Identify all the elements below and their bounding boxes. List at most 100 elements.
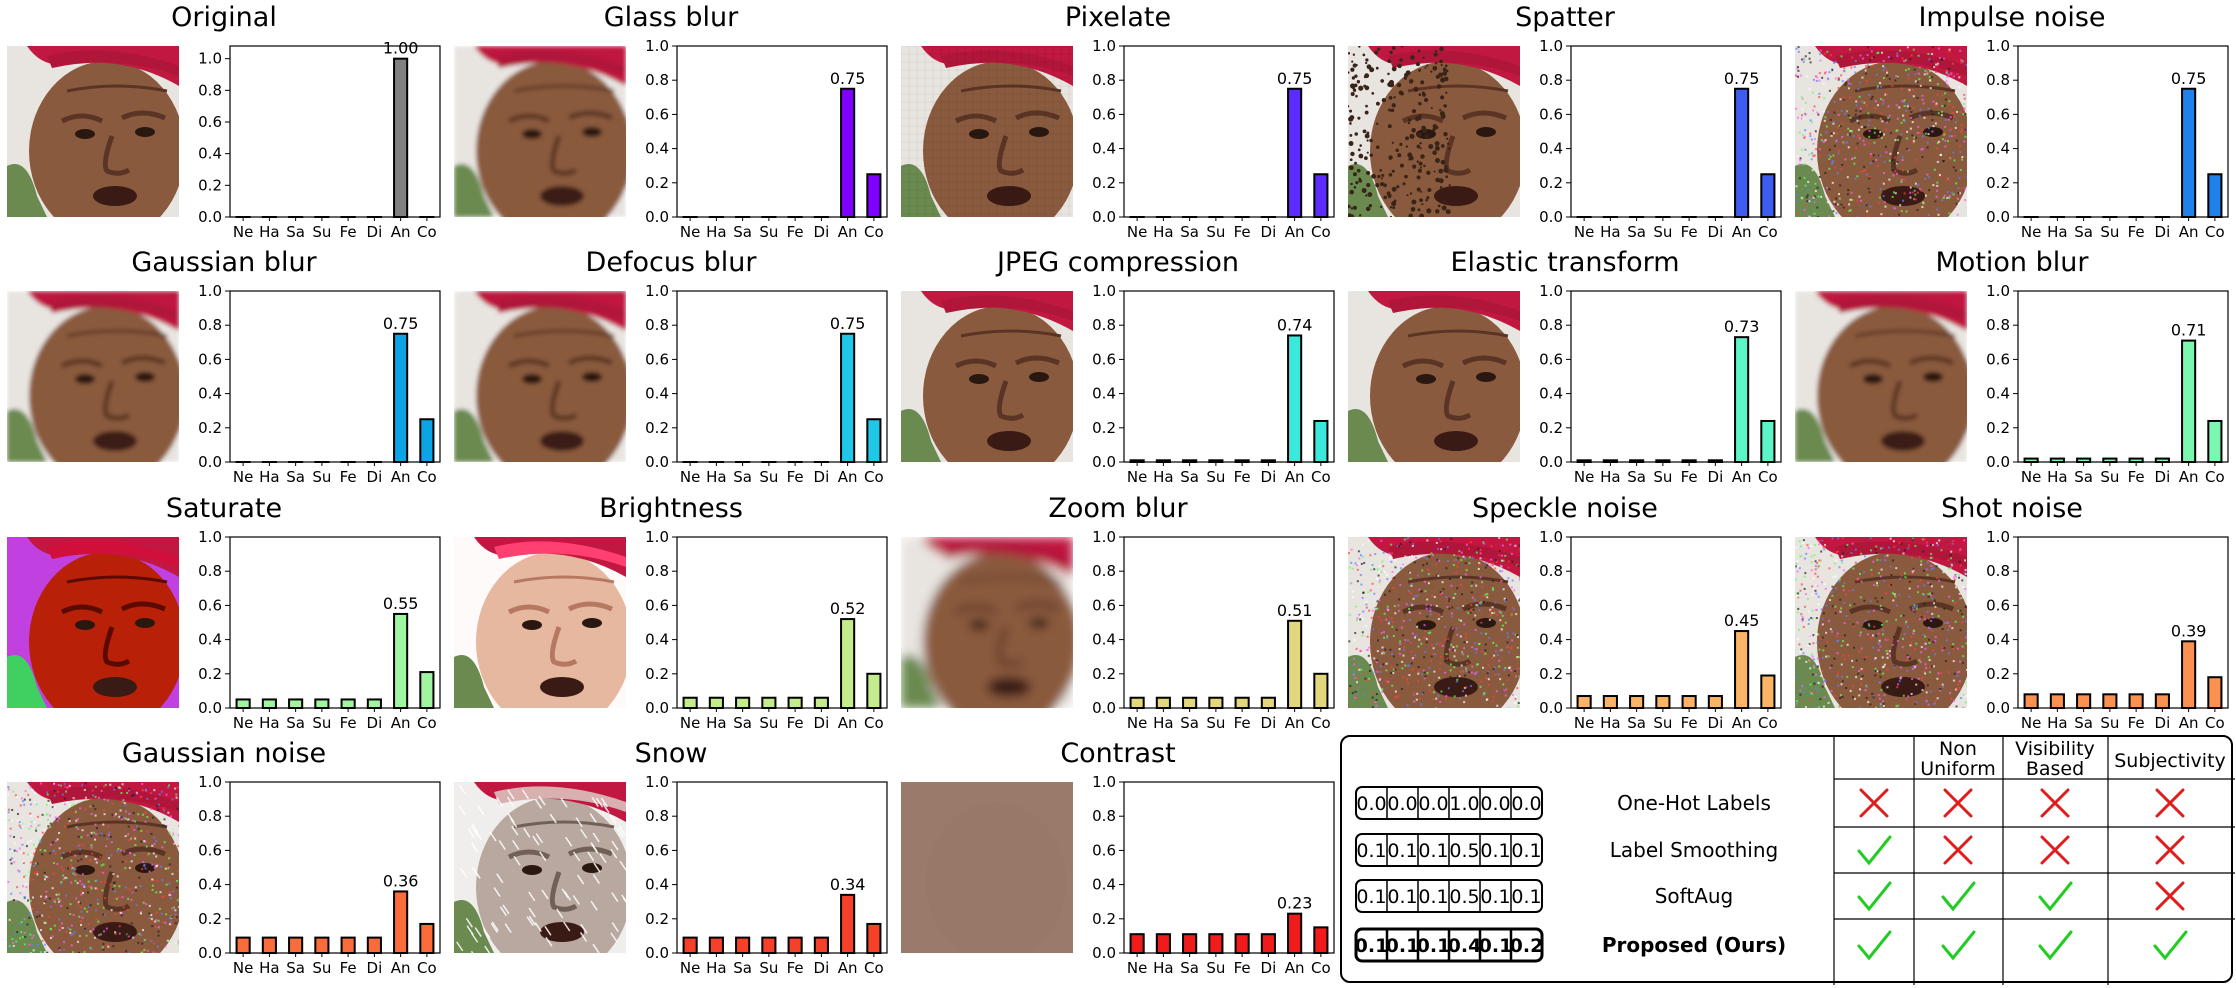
x-tick-label: Di	[2155, 223, 2171, 241]
data-label: 0.34	[830, 875, 866, 894]
bar-su	[1209, 934, 1222, 953]
x-tick-label: Ha	[259, 959, 279, 977]
vector-value: 0.1	[1511, 840, 1541, 862]
y-tick-label: 1.0	[198, 282, 222, 300]
y-tick-label: 1.0	[1092, 528, 1116, 546]
vector-value: 0.1	[1479, 935, 1513, 957]
bar-an	[841, 619, 854, 708]
data-label: 0.52	[830, 599, 866, 618]
check-icon	[2040, 932, 2071, 958]
bar-an	[1735, 337, 1748, 462]
y-tick-label: 1.0	[1539, 282, 1563, 300]
x-tick-label: Su	[2100, 468, 2119, 486]
axes-frame	[1124, 782, 1334, 953]
data-label: 0.51	[1277, 601, 1313, 620]
x-tick-label: Di	[814, 714, 830, 732]
vector-value: 0.0	[1387, 793, 1417, 815]
face-thumbnail	[454, 46, 626, 217]
y-tick-label: 0.6	[1092, 596, 1116, 614]
x-tick-label: Co	[1311, 223, 1331, 241]
vector-value: 0.1	[1418, 840, 1448, 862]
y-tick-label: 0.4	[645, 631, 669, 649]
data-label: 0.75	[1277, 69, 1313, 88]
bar-ne	[237, 699, 250, 708]
data-label: 0.74	[1277, 315, 1313, 334]
bar-an	[1735, 89, 1748, 217]
face-thumbnail	[901, 782, 1073, 953]
x-tick-label: Fe	[787, 468, 804, 486]
x-tick-label: An	[838, 959, 858, 977]
x-tick-label: Sa	[1627, 714, 1646, 732]
y-tick-label: 0.8	[198, 81, 222, 99]
x-tick-label: Ne	[233, 959, 253, 977]
data-label: 0.36	[383, 871, 419, 890]
x-tick-label: Ha	[1600, 468, 1620, 486]
bar-an	[394, 334, 407, 462]
x-tick-label: Su	[2100, 223, 2119, 241]
y-tick-label: 0.4	[645, 140, 669, 158]
x-tick-label: Su	[312, 223, 331, 241]
y-tick-label: 0.8	[1986, 316, 2010, 334]
x-tick-label: Ne	[233, 468, 253, 486]
data-label: 0.75	[1724, 69, 1760, 88]
y-tick-label: 1.0	[645, 37, 669, 55]
face-thumbnail	[7, 537, 179, 708]
x-tick-label: Ha	[259, 223, 279, 241]
x-tick-label: Fe	[1681, 223, 1698, 241]
face-image	[1348, 291, 1520, 462]
face-thumbnail	[1795, 537, 1967, 708]
vector-value: 0.0	[1356, 793, 1386, 815]
bar-ha	[710, 938, 723, 953]
x-tick-label: Di	[367, 959, 383, 977]
y-tick-label: 0.2	[1092, 665, 1116, 683]
y-tick-label: 0.0	[1986, 699, 2010, 717]
bar-co	[1314, 421, 1327, 462]
x-tick-label: Ne	[1574, 223, 1594, 241]
x-tick-label: An	[2179, 223, 2199, 241]
y-tick-label: 0.6	[1986, 350, 2010, 368]
y-tick-label: 0.4	[1539, 385, 1563, 403]
bar-sa	[736, 938, 749, 953]
y-tick-label: 0.4	[198, 385, 222, 403]
x-tick-label: Su	[312, 468, 331, 486]
y-tick-label: 0.2	[198, 910, 222, 928]
face-thumbnail	[901, 46, 1073, 217]
x-tick-label: Di	[2155, 468, 2171, 486]
bar-co	[420, 419, 433, 462]
y-tick-label: 0.8	[1092, 807, 1116, 825]
axes-frame	[677, 782, 887, 953]
bar-co	[420, 672, 433, 708]
x-tick-label: Su	[759, 959, 778, 977]
bar-sa	[289, 699, 302, 708]
face-image	[1795, 291, 1967, 462]
x-tick-label: An	[2179, 468, 2199, 486]
x-tick-label: Di	[367, 714, 383, 732]
y-tick-label: 0.4	[1986, 140, 2010, 158]
x-tick-label: Sa	[286, 468, 305, 486]
x-tick-label: An	[391, 714, 411, 732]
x-tick-label: An	[391, 468, 411, 486]
y-tick-label: 0.4	[1539, 140, 1563, 158]
y-tick-label: 0.6	[198, 596, 222, 614]
x-tick-label: Su	[1653, 223, 1672, 241]
y-tick-label: 1.0	[1092, 37, 1116, 55]
face-image	[7, 291, 179, 462]
x-tick-label: Co	[1758, 223, 1778, 241]
face-thumbnail	[901, 537, 1073, 708]
